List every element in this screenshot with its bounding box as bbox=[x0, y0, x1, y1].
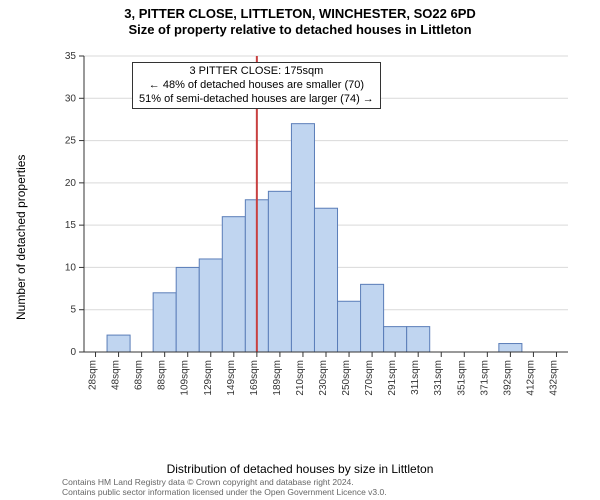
svg-text:25: 25 bbox=[65, 136, 77, 147]
y-axis-label: Number of detached properties bbox=[14, 155, 28, 320]
svg-text:371sqm: 371sqm bbox=[479, 360, 490, 396]
chart-title: 3, PITTER CLOSE, LITTLETON, WINCHESTER, … bbox=[0, 0, 600, 39]
info-box-line-1: 3 PITTER CLOSE: 175sqm bbox=[139, 65, 374, 79]
svg-text:149sqm: 149sqm bbox=[226, 360, 237, 396]
svg-text:189sqm: 189sqm bbox=[272, 360, 283, 396]
svg-text:392sqm: 392sqm bbox=[502, 360, 513, 396]
chart-plot-area: 0 5 10 15 20 25 30 35 28sqm 48sqm 68sqm 88sqm 109sqm… bbox=[52, 52, 572, 412]
title-line-2: Size of property relative to detached ho… bbox=[0, 22, 600, 38]
svg-text:351sqm: 351sqm bbox=[456, 360, 467, 396]
svg-text:15: 15 bbox=[65, 220, 77, 231]
chart-container: 3, PITTER CLOSE, LITTLETON, WINCHESTER, … bbox=[0, 0, 600, 500]
title-line-1: 3, PITTER CLOSE, LITTLETON, WINCHESTER, … bbox=[0, 6, 600, 22]
svg-text:0: 0 bbox=[70, 347, 76, 358]
svg-text:48sqm: 48sqm bbox=[111, 360, 122, 390]
svg-text:28sqm: 28sqm bbox=[88, 360, 99, 390]
svg-text:250sqm: 250sqm bbox=[341, 360, 352, 396]
svg-text:230sqm: 230sqm bbox=[318, 360, 329, 396]
svg-text:68sqm: 68sqm bbox=[134, 360, 145, 390]
svg-text:35: 35 bbox=[65, 52, 77, 62]
svg-text:291sqm: 291sqm bbox=[387, 360, 398, 396]
svg-text:10: 10 bbox=[65, 262, 77, 273]
svg-text:5: 5 bbox=[70, 305, 76, 316]
svg-text:331sqm: 331sqm bbox=[433, 360, 444, 396]
attribution-text: Contains HM Land Registry data © Crown c… bbox=[62, 478, 387, 498]
property-info-box: 3 PITTER CLOSE: 175sqm ← 48% of detached… bbox=[132, 62, 381, 109]
svg-text:88sqm: 88sqm bbox=[157, 360, 168, 390]
info-box-line-3: 51% of semi-detached houses are larger (… bbox=[139, 93, 374, 107]
svg-text:129sqm: 129sqm bbox=[203, 360, 214, 396]
svg-text:210sqm: 210sqm bbox=[295, 360, 306, 396]
svg-text:270sqm: 270sqm bbox=[364, 360, 375, 396]
x-axis-label: Distribution of detached houses by size … bbox=[0, 462, 600, 476]
svg-text:432sqm: 432sqm bbox=[548, 360, 559, 396]
svg-text:30: 30 bbox=[65, 93, 77, 104]
svg-text:311sqm: 311sqm bbox=[410, 360, 421, 395]
svg-text:169sqm: 169sqm bbox=[249, 360, 260, 396]
attribution-line-2: Contains public sector information licen… bbox=[62, 488, 387, 498]
svg-text:109sqm: 109sqm bbox=[180, 360, 191, 396]
svg-text:412sqm: 412sqm bbox=[525, 360, 536, 396]
svg-text:20: 20 bbox=[65, 178, 77, 189]
info-box-line-2: ← 48% of detached houses are smaller (70… bbox=[139, 79, 374, 93]
